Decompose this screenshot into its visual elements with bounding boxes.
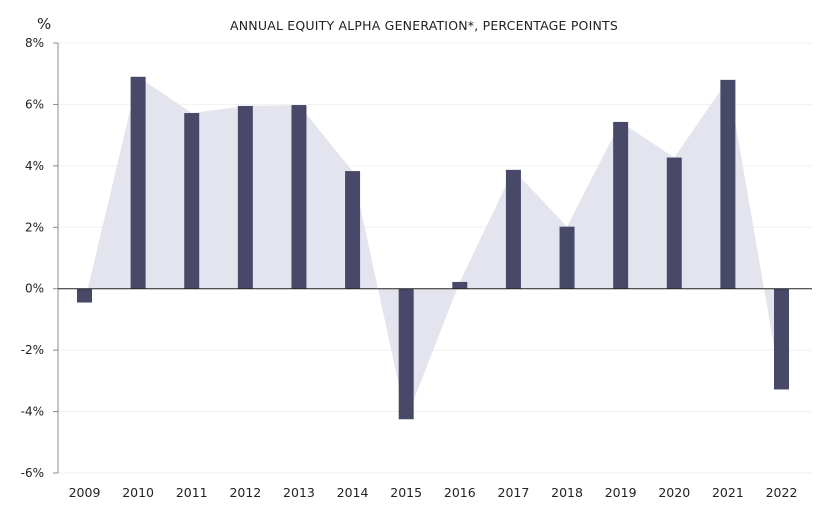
- x-tick-label-2020: 2020: [658, 485, 690, 500]
- x-tick-label-2021: 2021: [712, 485, 744, 500]
- x-tick-label-2011: 2011: [176, 485, 208, 500]
- bar-2016: [452, 281, 468, 289]
- x-tick-label-2012: 2012: [229, 485, 261, 500]
- x-tick-label-2010: 2010: [122, 485, 154, 500]
- y-tick-label: 8%: [25, 36, 44, 50]
- y-tick-label: 2%: [25, 220, 44, 234]
- bar-2013: [291, 105, 307, 289]
- y-tick-label: 0%: [25, 282, 44, 296]
- area-band: [84, 76, 782, 420]
- x-tick-label-2019: 2019: [605, 485, 637, 500]
- bar-2022: [774, 288, 789, 390]
- x-tick-label-2015: 2015: [390, 485, 422, 500]
- bars: [77, 76, 789, 420]
- x-tick-label-2022: 2022: [766, 485, 798, 500]
- y-tick-label: -2%: [21, 343, 44, 357]
- x-tick-label-2014: 2014: [337, 485, 369, 500]
- x-tick-label-2009: 2009: [69, 485, 101, 500]
- y-tick-labels: 8% 6% 4% 2% 0% -2% -4% -6%: [21, 36, 44, 480]
- x-tick-labels: 2009 2010 2011 2012 2013 2014 2015 2016 2017 2018…: [69, 485, 798, 500]
- bar-2021: [720, 79, 736, 289]
- bar-2020: [666, 157, 682, 289]
- y-tick-label: 4%: [25, 159, 44, 173]
- bar-2012: [237, 105, 253, 289]
- chart-title: ANNUAL EQUITY ALPHA GENERATION*, PERCENT…: [230, 18, 618, 33]
- bar-2011: [184, 113, 200, 289]
- y-tick-label: -4%: [21, 405, 44, 419]
- x-tick-label-2017: 2017: [498, 485, 530, 500]
- bar-2015: [398, 288, 414, 420]
- x-tick-label-2013: 2013: [283, 485, 315, 500]
- y-tick-label: -6%: [21, 466, 44, 480]
- area-band-shape: [84, 76, 782, 420]
- y-tick-label: 6%: [25, 97, 44, 111]
- bar-2009: [77, 288, 92, 303]
- y-unit-label: %: [37, 15, 51, 33]
- bar-2018: [559, 226, 575, 289]
- x-tick-label-2016: 2016: [444, 485, 476, 500]
- bar-2010: [130, 76, 146, 289]
- bar-2017: [505, 169, 521, 289]
- bar-2014: [345, 171, 361, 289]
- bar-2019: [613, 121, 629, 289]
- axes: [53, 42, 812, 474]
- x-tick-label-2018: 2018: [551, 485, 583, 500]
